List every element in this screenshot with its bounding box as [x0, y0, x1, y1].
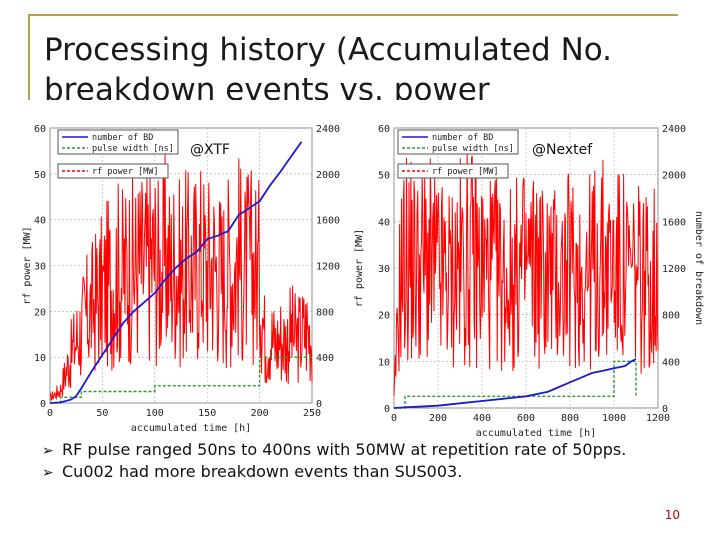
- x-tick-label: 0: [47, 408, 53, 419]
- legend-label: pulse width [ns]: [92, 144, 174, 154]
- breakdown-count-series: [49, 141, 303, 404]
- page-number: 10: [664, 508, 680, 522]
- bullet-text: Cu002 had more breakdown events than SUS…: [62, 462, 463, 481]
- x-axis-label: accumulated time [h]: [476, 428, 596, 439]
- y-right-tick-label: 1600: [662, 217, 686, 228]
- y-left-axis-label: rf power [MW]: [22, 226, 33, 304]
- y-left-axis-label: rf power [MW]: [354, 229, 365, 307]
- legend-label: rf power [MW]: [92, 167, 159, 177]
- arrow-bullet-icon: ➢: [42, 465, 54, 481]
- legend-box: [397, 129, 519, 155]
- legend-box: [397, 163, 509, 179]
- y-left-tick-label: 0: [40, 399, 46, 410]
- y-right-tick-label: 1200: [662, 264, 686, 275]
- bullet-item: ➢ RF pulse ranged 50ns to 400ns with 50M…: [42, 440, 702, 459]
- y-left-tick-label: 60: [34, 124, 46, 135]
- y-left-tick-label: 40: [378, 217, 390, 228]
- chart-nextef: 0 200 400 600 800 1000 1200 0 10 20 30 40 50 60 0 400 80…: [352, 100, 704, 440]
- y-right-tick-label: 2000: [662, 171, 686, 182]
- legend-label: number of BD: [432, 133, 493, 143]
- chart-nextef-svg: 0 200 400 600 800 1000 12000102030405060040080…: [354, 124, 704, 439]
- y-right-tick-label: 0: [316, 399, 322, 410]
- legend-box: [57, 129, 179, 155]
- x-tick-label: 200: [429, 413, 447, 424]
- y-left-tick-label: 30: [378, 264, 390, 275]
- chart-xtf: 0 50 100 150 200 250 0 10 20 30 40 50 60 0 400 800 1200 1…: [22, 100, 352, 440]
- pulse-width-series: [50, 356, 312, 404]
- x-tick-label: 250: [303, 408, 321, 419]
- y-left-tick-label: 60: [378, 124, 390, 135]
- y-right-tick-label: 0: [662, 404, 668, 415]
- y-left-tick-label: 40: [34, 216, 46, 227]
- y-right-tick-label: 2400: [316, 124, 340, 135]
- rf-power-series: [393, 153, 659, 396]
- x-tick-label: 800: [561, 413, 579, 424]
- x-tick-label: 0: [391, 413, 397, 424]
- x-tick-label: 1200: [646, 413, 670, 424]
- x-tick-label: 200: [251, 408, 269, 419]
- y-right-tick-label: 2400: [662, 124, 686, 135]
- y-left-tick-label: 20: [378, 311, 390, 322]
- y-left-tick-label: 20: [34, 307, 46, 318]
- x-tick-label: 600: [517, 413, 535, 424]
- y-right-tick-label: 1200: [316, 262, 340, 273]
- y-right-tick-label: 400: [662, 357, 680, 368]
- legend-label: pulse width [ns]: [432, 144, 514, 154]
- arrow-bullet-icon: ➢: [42, 443, 54, 459]
- y-right-axis-label: number of breakdown: [693, 211, 704, 325]
- title-frame-vertical: [28, 14, 30, 100]
- y-left-tick-label: 0: [384, 404, 390, 415]
- y-right-tick-label: 1600: [316, 216, 340, 227]
- legend-label: number of BD: [92, 133, 153, 143]
- y-right-tick-label: 800: [316, 307, 334, 318]
- y-left-tick-label: 10: [378, 357, 390, 368]
- chart-xtf-svg: 0 50 100 150 200 2500102030405060040080012001…: [22, 124, 340, 434]
- y-left-tick-label: 10: [34, 353, 46, 364]
- title-frame-horizontal: [28, 14, 678, 16]
- y-right-tick-label: 800: [662, 311, 680, 322]
- rf-power-series: [49, 150, 313, 401]
- y-left-tick-label: 30: [34, 262, 46, 273]
- chart-tag: @XTF: [190, 142, 230, 158]
- x-tick-label: 100: [146, 408, 164, 419]
- legend-box: [57, 163, 169, 179]
- slide-title: Processing history (Accumulated No. brea…: [44, 32, 613, 108]
- y-left-tick-label: 50: [378, 171, 390, 182]
- x-tick-label: 400: [473, 413, 491, 424]
- breakdown-count-series: [393, 358, 637, 409]
- y-left-tick-label: 50: [34, 170, 46, 181]
- y-right-tick-label: 2000: [316, 170, 340, 181]
- y-right-tick-label: 400: [316, 353, 334, 364]
- x-tick-label: 1000: [602, 413, 626, 424]
- x-tick-label: 50: [96, 408, 108, 419]
- x-axis-label: accumulated time [h]: [131, 423, 251, 434]
- bullet-text: RF pulse ranged 50ns to 400ns with 50MW …: [62, 440, 627, 459]
- chart-tag: @Nextef: [532, 142, 593, 158]
- bullet-list: ➢ RF pulse ranged 50ns to 400ns with 50M…: [42, 440, 702, 484]
- legend-label: rf power [MW]: [432, 167, 499, 177]
- x-tick-label: 150: [198, 408, 216, 419]
- bullet-item: ➢ Cu002 had more breakdown events than S…: [42, 462, 702, 481]
